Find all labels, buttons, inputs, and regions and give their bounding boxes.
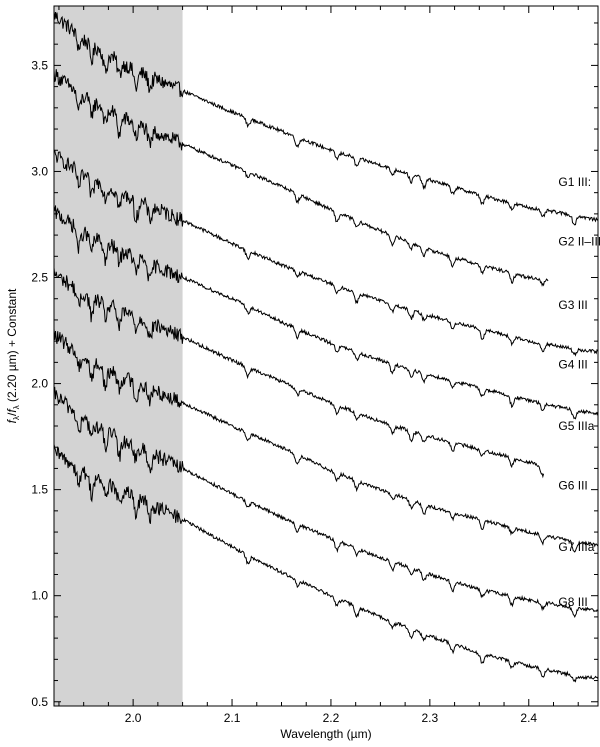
x-axis: 2.0 2.1 2.2 2.3 2.4	[58, 6, 579, 725]
y-tick-label: 3.5	[31, 58, 48, 72]
y-tick-label: 2.5	[31, 271, 48, 285]
y-tick-label: 2.0	[31, 377, 48, 391]
x-axis-label: Wavelength (µm)	[280, 727, 371, 741]
spectral-type-label: G8 III	[558, 595, 587, 609]
spectrum-line	[53, 267, 545, 479]
series-layer	[53, 11, 599, 683]
spectral-type-label: G2 II–III	[558, 234, 600, 248]
x-tick-label: 2.1	[224, 711, 241, 725]
y-axis-label-f1: f	[5, 418, 19, 423]
shaded-region	[54, 6, 183, 706]
spectral-type-label: G6 III	[558, 478, 587, 492]
spectral-type-label: G1 III:	[558, 175, 591, 189]
y-axis-label-sub2: λ	[12, 405, 21, 409]
y-axis-label-slash: /	[5, 412, 19, 416]
y-axis-label-rest: (2.20 µm) + Constant	[5, 288, 19, 405]
spectrum-line	[53, 149, 599, 357]
spectral-type-label: G4 III	[558, 357, 587, 371]
y-axis-label-sub1: λ	[12, 416, 21, 420]
x-tick-label: 2.4	[520, 711, 537, 725]
x-tick-label: 2.3	[422, 711, 439, 725]
spectrum-line	[53, 328, 599, 553]
y-axis: 0.5 1.0 1.5 2.0 2.5 3.0 3.5	[31, 22, 598, 709]
y-axis-label: fλ/fλ (2.20 µm) + Constant	[5, 288, 21, 423]
spectral-type-label: G3 III	[558, 298, 587, 312]
spectrum-line	[53, 11, 599, 226]
x-tick-label: 2.0	[125, 711, 142, 725]
spectrum-line	[53, 444, 599, 683]
spectrum-line	[53, 205, 599, 420]
spectral-type-label: G5 IIIa	[558, 419, 594, 433]
spectrum-line	[53, 386, 599, 618]
spectrum-line	[53, 69, 549, 287]
star-labels: G1 III: G2 II–III G3 III G4 III G5 IIIa G6 II…	[558, 175, 600, 609]
y-tick-label: 1.0	[31, 589, 48, 603]
plot-frame	[53, 5, 599, 707]
y-tick-label: 1.5	[31, 483, 48, 497]
y-axis-label-f2: f	[5, 408, 19, 413]
spectral-type-label: G7 IIIa	[558, 540, 594, 554]
x-tick-label: 2.2	[323, 711, 340, 725]
y-tick-label: 0.5	[31, 695, 48, 709]
y-tick-label: 3.0	[31, 164, 48, 178]
